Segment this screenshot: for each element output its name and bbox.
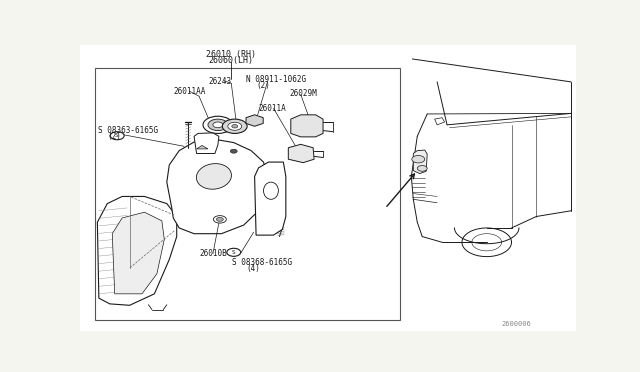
Polygon shape [288, 144, 314, 163]
Ellipse shape [196, 164, 232, 189]
Circle shape [216, 217, 223, 221]
Circle shape [230, 149, 237, 153]
Circle shape [213, 216, 227, 223]
Circle shape [412, 155, 425, 163]
Polygon shape [291, 115, 323, 137]
Text: 26011A: 26011A [259, 104, 286, 113]
Polygon shape [246, 115, 263, 126]
Circle shape [228, 122, 242, 130]
Circle shape [208, 119, 228, 131]
Text: 26010B: 26010B [199, 249, 227, 258]
Polygon shape [196, 145, 208, 149]
Text: S: S [115, 133, 119, 138]
Polygon shape [255, 162, 286, 235]
Circle shape [203, 116, 233, 134]
Text: 26010 (RH): 26010 (RH) [206, 50, 256, 59]
Text: (4): (4) [246, 264, 260, 273]
Text: 2600006: 2600006 [502, 321, 531, 327]
Circle shape [213, 122, 223, 128]
Text: S 08363-6165G: S 08363-6165G [98, 126, 158, 135]
Ellipse shape [264, 182, 278, 199]
Text: 26029M: 26029M [289, 89, 317, 98]
Circle shape [251, 118, 259, 123]
Polygon shape [97, 196, 177, 305]
Circle shape [222, 119, 247, 134]
Polygon shape [112, 212, 164, 294]
Circle shape [227, 248, 241, 256]
Polygon shape [167, 139, 268, 234]
Circle shape [110, 132, 124, 140]
Polygon shape [194, 133, 219, 154]
Polygon shape [435, 118, 445, 125]
Polygon shape [413, 150, 428, 173]
Text: 26060(LH): 26060(LH) [209, 56, 254, 65]
Circle shape [232, 125, 237, 128]
Text: 26011AA: 26011AA [173, 87, 205, 96]
Circle shape [417, 166, 428, 171]
Text: S 08368-6165G: S 08368-6165G [232, 259, 292, 267]
Text: (2): (2) [256, 81, 270, 90]
Bar [95, 68, 400, 320]
Text: S: S [232, 250, 236, 255]
Text: (2): (2) [108, 132, 121, 141]
Text: 26243: 26243 [208, 77, 231, 86]
Text: N 08911-1062G: N 08911-1062G [246, 75, 307, 84]
